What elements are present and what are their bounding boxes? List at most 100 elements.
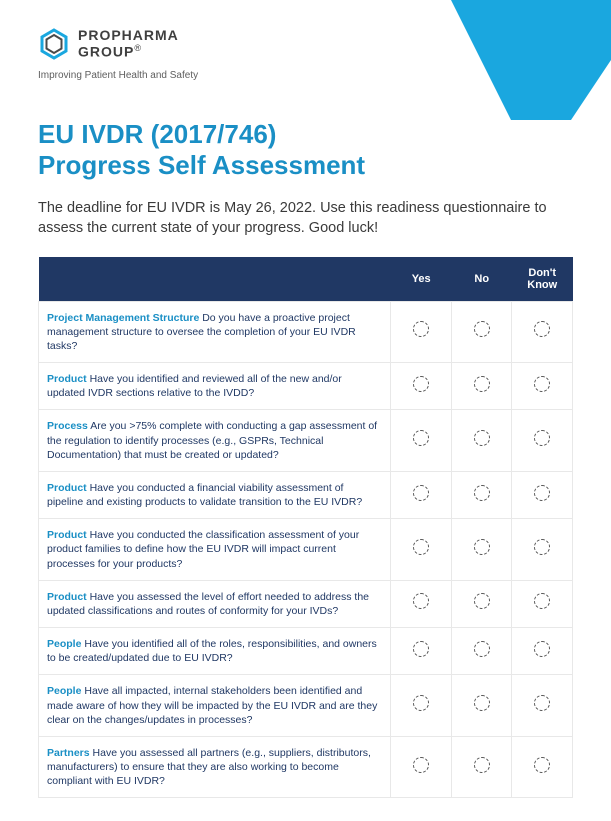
radio-dont-know[interactable] xyxy=(534,593,550,609)
question-category: Process xyxy=(47,420,88,432)
radio-no[interactable] xyxy=(474,539,490,555)
radio-yes[interactable] xyxy=(413,695,429,711)
radio-dont-know[interactable] xyxy=(534,641,550,657)
radio-yes[interactable] xyxy=(413,539,429,555)
question-text: Are you >75% complete with conducting a … xyxy=(47,420,377,460)
answer-cell-dont-know xyxy=(512,301,573,363)
col-dont-know: Don't Know xyxy=(512,257,573,302)
radio-yes[interactable] xyxy=(413,757,429,773)
radio-no[interactable] xyxy=(474,376,490,392)
answer-cell-no xyxy=(451,519,512,581)
table-row: People Have you identified all of the ro… xyxy=(39,628,573,675)
brand-reg: ® xyxy=(134,43,142,53)
radio-yes[interactable] xyxy=(413,376,429,392)
question-text: Have you identified and reviewed all of … xyxy=(47,373,342,399)
answer-cell-yes xyxy=(391,675,452,737)
radio-dont-know[interactable] xyxy=(534,695,550,711)
answer-cell-dont-know xyxy=(512,628,573,675)
col-question xyxy=(39,257,391,302)
answer-cell-yes xyxy=(391,471,452,518)
answer-cell-yes xyxy=(391,519,452,581)
answer-cell-dont-know xyxy=(512,363,573,410)
question-category: Product xyxy=(47,529,87,541)
radio-no[interactable] xyxy=(474,757,490,773)
radio-yes[interactable] xyxy=(413,321,429,337)
question-text: Have all impacted, internal stakeholders… xyxy=(47,685,377,725)
question-cell: Process Are you >75% complete with condu… xyxy=(39,410,391,472)
logo-text: PROPHARMA GROUP® xyxy=(78,28,179,59)
question-category: Product xyxy=(47,591,87,603)
radio-yes[interactable] xyxy=(413,485,429,501)
question-cell: Project Management Structure Do you have… xyxy=(39,301,391,363)
answer-cell-no xyxy=(451,410,512,472)
col-yes: Yes xyxy=(391,257,452,302)
radio-no[interactable] xyxy=(474,641,490,657)
question-text: Have you assessed all partners (e.g., su… xyxy=(47,747,371,787)
radio-dont-know[interactable] xyxy=(534,321,550,337)
questionnaire-table: Yes No Don't Know Project Management Str… xyxy=(0,257,611,799)
table-row: Product Have you conducted the classific… xyxy=(39,519,573,581)
answer-cell-yes xyxy=(391,363,452,410)
radio-no[interactable] xyxy=(474,593,490,609)
question-cell: Partners Have you assessed all partners … xyxy=(39,736,391,798)
table-row: Partners Have you assessed all partners … xyxy=(39,736,573,798)
answer-cell-no xyxy=(451,301,512,363)
radio-dont-know[interactable] xyxy=(534,376,550,392)
table-row: Product Have you identified and reviewed… xyxy=(39,363,573,410)
question-text: Have you conducted a financial viability… xyxy=(47,482,362,508)
radio-yes[interactable] xyxy=(413,641,429,657)
title-line2: Progress Self Assessment xyxy=(38,150,365,180)
answer-cell-dont-know xyxy=(512,519,573,581)
radio-no[interactable] xyxy=(474,430,490,446)
answer-cell-no xyxy=(451,580,512,627)
answer-cell-no xyxy=(451,471,512,518)
question-category: People xyxy=(47,638,81,650)
table-header-row: Yes No Don't Know xyxy=(39,257,573,302)
answer-cell-no xyxy=(451,736,512,798)
corner-accent xyxy=(411,0,611,120)
answer-cell-yes xyxy=(391,580,452,627)
title-line1: EU IVDR (2017/746) xyxy=(38,119,276,149)
hexagon-icon xyxy=(38,28,70,60)
answer-cell-dont-know xyxy=(512,471,573,518)
question-text: Have you conducted the classification as… xyxy=(47,529,359,569)
question-cell: Product Have you conducted the classific… xyxy=(39,519,391,581)
intro-text: The deadline for EU IVDR is May 26, 2022… xyxy=(0,189,611,256)
radio-no[interactable] xyxy=(474,321,490,337)
table-row: Product Have you conducted a financial v… xyxy=(39,471,573,518)
brand-line2: GROUP xyxy=(78,43,134,59)
radio-yes[interactable] xyxy=(413,593,429,609)
table-row: People Have all impacted, internal stake… xyxy=(39,675,573,737)
radio-dont-know[interactable] xyxy=(534,485,550,501)
answer-cell-no xyxy=(451,628,512,675)
question-cell: People Have you identified all of the ro… xyxy=(39,628,391,675)
table-row: Process Are you >75% complete with condu… xyxy=(39,410,573,472)
answer-cell-dont-know xyxy=(512,675,573,737)
question-category: Partners xyxy=(47,747,90,759)
question-cell: Product Have you conducted a financial v… xyxy=(39,471,391,518)
radio-dont-know[interactable] xyxy=(534,539,550,555)
table-row: Product Have you assessed the level of e… xyxy=(39,580,573,627)
question-category: Product xyxy=(47,482,87,494)
answer-cell-yes xyxy=(391,410,452,472)
question-cell: Product Have you identified and reviewed… xyxy=(39,363,391,410)
answer-cell-yes xyxy=(391,301,452,363)
radio-dont-know[interactable] xyxy=(534,430,550,446)
question-cell: People Have all impacted, internal stake… xyxy=(39,675,391,737)
radio-yes[interactable] xyxy=(413,430,429,446)
answer-cell-no xyxy=(451,363,512,410)
answer-cell-yes xyxy=(391,736,452,798)
radio-no[interactable] xyxy=(474,485,490,501)
col-no: No xyxy=(451,257,512,302)
question-category: People xyxy=(47,685,81,697)
answer-cell-dont-know xyxy=(512,410,573,472)
answer-cell-dont-know xyxy=(512,580,573,627)
question-category: Project Management Structure xyxy=(47,312,199,324)
answer-cell-dont-know xyxy=(512,736,573,798)
answer-cell-no xyxy=(451,675,512,737)
table-row: Project Management Structure Do you have… xyxy=(39,301,573,363)
question-text: Have you assessed the level of effort ne… xyxy=(47,591,369,617)
radio-no[interactable] xyxy=(474,695,490,711)
question-text: Have you identified all of the roles, re… xyxy=(47,638,377,664)
radio-dont-know[interactable] xyxy=(534,757,550,773)
